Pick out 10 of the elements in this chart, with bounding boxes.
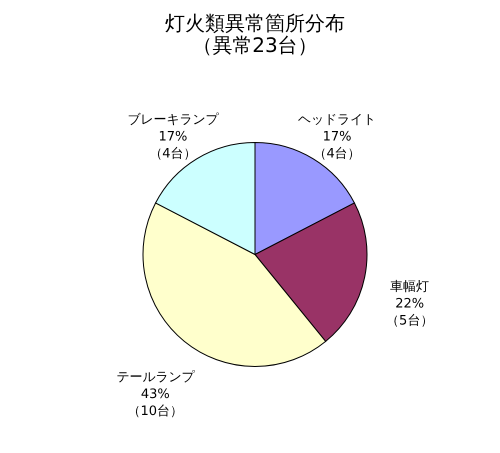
data-label: 22% （5台） bbox=[386, 296, 434, 329]
slice-label: テールランプ bbox=[116, 370, 196, 386]
chart-title: 灯火類異常箇所分布 bbox=[165, 11, 345, 35]
slice-label: 車幅灯 bbox=[390, 280, 430, 295]
data-label: 17% （4台） bbox=[149, 130, 197, 162]
chart-subtitle: （異常23台） bbox=[192, 33, 318, 57]
slice-label: ブレーキランプ bbox=[127, 112, 220, 128]
data-label: 17% （4台） bbox=[313, 130, 361, 162]
data-label: 43% （10台） bbox=[128, 387, 184, 420]
slice-label: ヘッドライト bbox=[298, 112, 376, 128]
